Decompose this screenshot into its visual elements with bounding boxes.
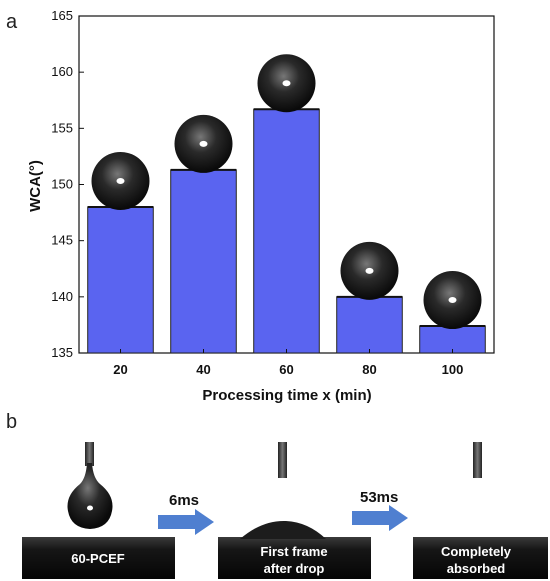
- frame-3-needle: [473, 442, 482, 478]
- arrow-2-shape: [352, 505, 408, 531]
- y-tick-label: 165: [51, 8, 73, 23]
- bars: [87, 54, 486, 354]
- bar-40: [170, 169, 237, 354]
- arrow-1-shape: [158, 509, 214, 535]
- y-tick-label: 160: [51, 64, 73, 79]
- frame-1-highlight: [87, 505, 93, 511]
- y-tick-label: 135: [51, 345, 73, 360]
- arrow-1-label: 6ms: [169, 492, 199, 509]
- x-tick-label: 20: [113, 362, 127, 377]
- frame-3-label-line-2: absorbed: [447, 561, 506, 576]
- droplet-sequence: 60-PCEF 6ms First frame after drop 53ms …: [22, 442, 548, 579]
- step-arrow-1: 6ms: [158, 492, 214, 535]
- droplet-highlight: [282, 80, 291, 87]
- droplet-highlight: [199, 140, 208, 147]
- step-arrow-2: 53ms: [352, 489, 408, 531]
- bar-chart: 135 140 145 150 155 160 165 20 40 60 80 100 WCA(°)…: [27, 8, 495, 404]
- bar-80: [336, 296, 403, 354]
- frame-1: 60-PCEF: [22, 442, 175, 579]
- panel-a-letter: a: [6, 11, 18, 33]
- frame-3: Completely absorbed: [413, 442, 548, 579]
- frame-3-surface: [413, 537, 548, 579]
- panel-b-letter: b: [6, 411, 17, 433]
- frame-2-surface: [218, 537, 371, 579]
- droplet-highlight: [448, 297, 457, 304]
- bar-20: [87, 206, 154, 354]
- frame-1-needle: [85, 442, 94, 466]
- bar-100: [419, 325, 486, 354]
- y-tick-label: 145: [51, 233, 73, 248]
- droplet-highlight: [365, 267, 374, 274]
- y-axis-ticks: 135 140 145 150 155 160 165: [51, 8, 84, 360]
- frame-3-label-line-1: Completely: [441, 544, 512, 559]
- frame-1-surface: [22, 537, 175, 579]
- y-tick-label: 140: [51, 289, 73, 304]
- frame-1-label-line-1: 60-PCEF: [71, 551, 125, 566]
- y-tick-label: 150: [51, 177, 73, 192]
- frame-2-label-line-1: First frame: [260, 544, 327, 559]
- x-tick-label: 60: [279, 362, 293, 377]
- y-tick-label: 155: [51, 120, 73, 135]
- frame-2-label-line-2: after drop: [264, 561, 325, 576]
- frame-2-droplet: [240, 520, 326, 539]
- y-axis-label: WCA(°): [27, 160, 44, 212]
- x-tick-label: 40: [196, 362, 210, 377]
- frame-2-needle: [278, 442, 287, 478]
- frame-2: First frame after drop: [218, 442, 371, 579]
- arrow-2-label: 53ms: [360, 489, 398, 506]
- x-axis-categories: 20 40 60 80 100: [113, 349, 463, 377]
- x-tick-label: 80: [362, 362, 376, 377]
- droplet-highlight: [116, 177, 125, 184]
- frame-1-droplet: [67, 463, 113, 529]
- bar-60: [253, 108, 320, 354]
- x-axis-label: Processing time x (min): [202, 387, 371, 404]
- x-tick-label: 100: [442, 362, 464, 377]
